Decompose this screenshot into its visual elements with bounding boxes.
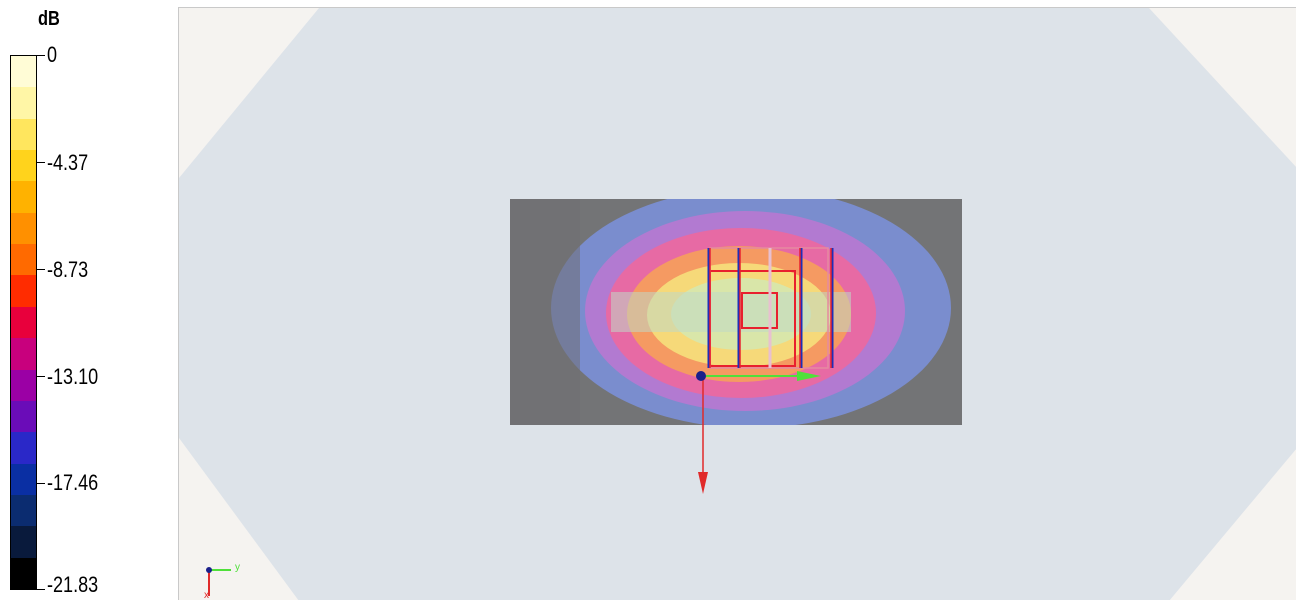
3d-viewport[interactable]: y x bbox=[178, 7, 1296, 600]
field-distribution-plot bbox=[179, 8, 1296, 600]
triad-y-label: y bbox=[235, 562, 240, 573]
legend-color-segment bbox=[11, 338, 36, 371]
legend-color-segment bbox=[11, 212, 36, 245]
color-scale-legend: dB 0 -4.37 -8.73 -13.10 -17.46 -21.83 bbox=[0, 0, 178, 600]
orientation-triad: y x bbox=[204, 562, 240, 600]
legend-color-segment bbox=[11, 306, 36, 339]
origin-marker bbox=[696, 371, 706, 381]
legend-color-segment bbox=[11, 526, 36, 559]
legend-color-segment bbox=[11, 463, 36, 496]
legend-tick-label: -21.83 bbox=[47, 572, 99, 597]
legend-color-segment bbox=[11, 432, 36, 465]
legend-tick-label: 0 bbox=[47, 42, 58, 67]
legend-unit-label: dB bbox=[38, 8, 60, 30]
triad-x-label: x bbox=[204, 590, 209, 600]
legend-tick-label: -8.73 bbox=[47, 257, 89, 282]
legend-tick-mark bbox=[37, 483, 45, 484]
field-band bbox=[611, 292, 851, 332]
legend-color-segment bbox=[11, 369, 36, 402]
legend-color-segment bbox=[11, 181, 36, 214]
legend-tick-mark bbox=[37, 269, 45, 270]
local-axes bbox=[696, 371, 821, 494]
legend-color-segment bbox=[11, 400, 36, 433]
legend-tick-mark bbox=[37, 376, 45, 377]
legend-color-segment bbox=[11, 275, 36, 308]
legend-color-segment bbox=[11, 557, 36, 590]
legend-tick-label: -17.46 bbox=[47, 470, 99, 495]
legend-color-segment bbox=[11, 244, 36, 277]
legend-color-segment bbox=[11, 150, 36, 183]
legend-color-segment bbox=[11, 118, 36, 151]
legend-color-segment bbox=[11, 56, 36, 88]
color-scale-bar bbox=[10, 55, 37, 590]
legend-tick-label: -4.37 bbox=[47, 150, 89, 175]
legend-tick-mark bbox=[37, 589, 45, 590]
legend-color-segment bbox=[11, 494, 36, 527]
legend-tick-label: -13.10 bbox=[47, 364, 99, 389]
legend-color-segment bbox=[11, 87, 36, 120]
antenna-structure bbox=[707, 247, 834, 369]
legend-tick-mark bbox=[37, 55, 45, 56]
legend-tick-mark bbox=[37, 162, 45, 163]
